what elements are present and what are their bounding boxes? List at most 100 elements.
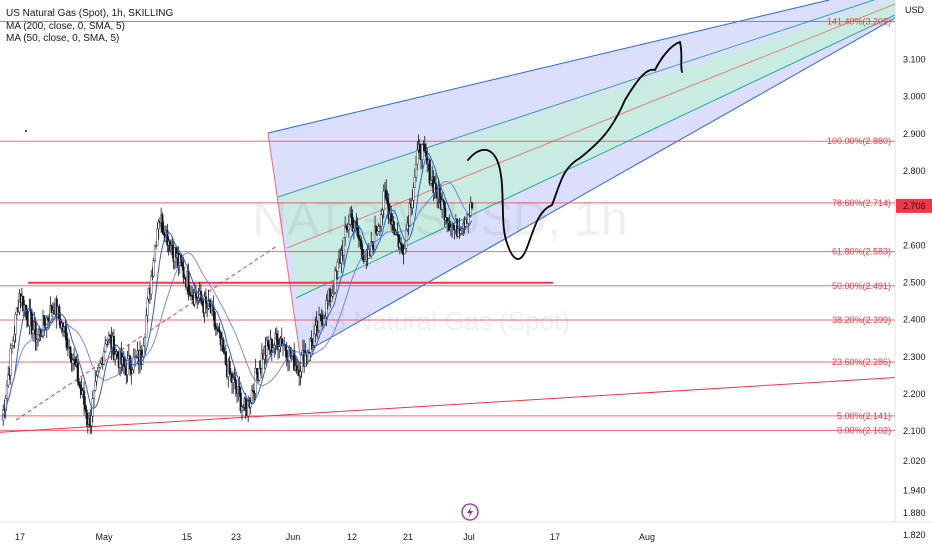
candle-body	[9, 348, 12, 376]
candle-body	[7, 374, 10, 386]
candle-body	[126, 358, 129, 375]
price-tick: 1.820	[903, 530, 926, 540]
fib-label: 50.00%(2.491)	[832, 281, 891, 291]
candle-body	[336, 261, 339, 272]
candle-body	[77, 381, 81, 385]
price-tick: 2.200	[903, 389, 926, 399]
ma200-label[interactable]: MA (200, close, 0, SMA, 5)	[6, 20, 125, 32]
candle-body	[142, 345, 145, 358]
candle-body	[65, 332, 68, 348]
candle-body	[412, 187, 415, 201]
candle-body	[105, 340, 108, 345]
candle-body	[386, 198, 389, 205]
candle-body	[332, 291, 336, 295]
candle-body	[377, 226, 380, 232]
candle-body	[28, 309, 31, 327]
time-tick: 17	[15, 532, 25, 542]
candle-body	[239, 392, 242, 412]
candle-body	[334, 269, 337, 293]
candle-body	[132, 356, 135, 371]
candle-body	[238, 386, 241, 394]
candle-body	[414, 164, 418, 178]
candle-body	[455, 218, 459, 237]
candle-body	[392, 221, 395, 230]
candle-body	[92, 389, 96, 399]
candle-body	[10, 345, 14, 349]
fib-label: 61.80%(2.583)	[832, 247, 891, 257]
channel-inner-upper-line	[277, 0, 876, 198]
candle-body	[452, 224, 455, 228]
candle-body	[423, 144, 426, 152]
candle-body	[213, 311, 216, 327]
ma50-label[interactable]: MA (50, close, 0, SMA, 5)	[6, 33, 120, 44]
candle-body	[344, 226, 347, 238]
candle-body	[64, 326, 67, 333]
channel-lower-line	[299, 17, 896, 356]
symbol-title[interactable]: US Natural Gas (Spot), 1h, SKILLING	[6, 8, 174, 19]
candle-body	[171, 245, 174, 250]
candle-body	[249, 401, 252, 408]
candle-body	[106, 339, 109, 342]
candle-body	[122, 357, 125, 367]
time-tick: May	[95, 532, 113, 542]
candle-body	[224, 351, 227, 365]
candle-body	[152, 260, 155, 277]
candle-body	[187, 271, 190, 293]
candle-body	[146, 298, 149, 316]
ma50-line	[1, 152, 473, 421]
price-tick: 2.500	[903, 277, 926, 287]
candle-body	[162, 232, 165, 235]
candle-body	[329, 288, 332, 302]
candle-body	[90, 415, 93, 426]
candle-body	[411, 200, 414, 208]
price-tick: 2.800	[903, 166, 926, 176]
candle-body	[99, 362, 102, 368]
time-tick: 23	[231, 532, 241, 542]
candle-body	[84, 404, 87, 411]
time-tick: 21	[403, 532, 413, 542]
candle-body	[197, 297, 200, 301]
candle-body	[49, 305, 52, 323]
candle-body	[94, 381, 97, 391]
current-price-value: 2.706	[903, 201, 926, 211]
candle-body	[331, 293, 334, 297]
time-tick: Jun	[286, 532, 301, 542]
trendline-support	[0, 377, 896, 433]
fib-label: 38.20%(2.399)	[832, 315, 891, 325]
candle-body	[222, 339, 225, 352]
candle-body	[35, 339, 38, 343]
candle-body	[467, 214, 470, 224]
time-axis: 17 May 15 23 Jun 12 21 Jul 17 Aug	[15, 532, 655, 542]
candle-body	[218, 331, 221, 333]
price-tick: 2.300	[903, 352, 926, 362]
price-tick: 2.400	[903, 315, 926, 325]
candle-body	[405, 229, 408, 249]
candle-body	[360, 240, 363, 250]
marker-dot	[25, 130, 27, 132]
candle-body	[320, 314, 323, 321]
candle-body	[403, 248, 406, 255]
candle-body	[429, 180, 433, 184]
candle-body	[438, 185, 441, 197]
candle-body	[217, 328, 220, 332]
candle-body	[104, 343, 107, 352]
candle-body	[34, 321, 37, 343]
candle-body	[312, 333, 316, 346]
candle-body	[380, 214, 383, 227]
price-axis: USD3.1003.0002.9002.8002.7002.6002.5002.…	[896, 5, 932, 540]
candle-body	[150, 275, 153, 295]
candle-body	[325, 300, 328, 318]
candle-body	[143, 336, 147, 347]
candle-body	[13, 334, 16, 341]
candle-body	[228, 360, 231, 374]
channel-start-edge	[267, 132, 301, 356]
candle-body	[71, 359, 74, 364]
candle-body	[250, 390, 254, 403]
fib-label: 141.40%(3.202)	[827, 17, 891, 27]
fib-retracement: 141.40%(3.202) 100.00%(2.880) 78.60%(2.714…	[0, 17, 895, 435]
candle-body	[188, 292, 191, 296]
candle-body	[413, 177, 416, 188]
candle-body	[449, 227, 452, 230]
